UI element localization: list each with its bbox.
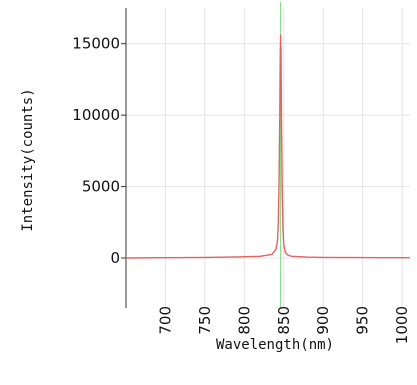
x-tick-label: 700 (156, 306, 174, 335)
y-axis-title: Intensity(counts) (20, 88, 36, 231)
y-tick-label: 5000 (82, 178, 120, 196)
y-axis-ticks: 0 5000 10000 15000 (72, 35, 126, 267)
y-tick-label: 15000 (72, 35, 120, 53)
x-tick-label: 900 (314, 306, 332, 335)
y-tick-label: 0 (110, 249, 120, 267)
y-tick-label: 10000 (72, 106, 120, 124)
x-tick-label: 850 (275, 306, 293, 335)
x-tick-label: 750 (196, 306, 214, 335)
grid (126, 8, 410, 308)
series-line (125, 34, 410, 259)
x-tick-label: 950 (354, 306, 372, 335)
x-axis-title: Wavelength(nm) (216, 337, 334, 353)
x-tick-label: 1000 (393, 306, 411, 344)
x-axis-ticks: 700 750 800 850 900 950 1000 (156, 306, 411, 344)
x-tick-label: 800 (235, 306, 253, 335)
